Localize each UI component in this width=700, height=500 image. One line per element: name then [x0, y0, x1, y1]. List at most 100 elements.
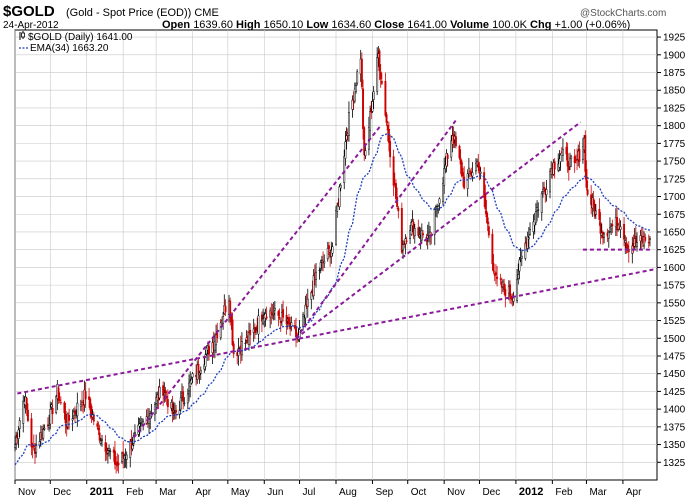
x-tick-label: 2011 [90, 486, 114, 498]
candle [355, 82, 357, 94]
x-tick-label: May [231, 487, 250, 498]
candle [378, 48, 381, 81]
candle [197, 357, 200, 380]
candle [132, 432, 135, 447]
candle [549, 168, 551, 199]
candle [125, 451, 128, 469]
trendline [17, 267, 658, 395]
y-tick-label: 1775 [663, 139, 686, 150]
candle [208, 342, 210, 361]
candle [499, 273, 502, 285]
candle [282, 300, 285, 322]
candle [454, 131, 457, 149]
candle [272, 302, 275, 321]
candle [320, 255, 323, 271]
candle [277, 309, 280, 327]
candle [288, 313, 290, 328]
y-tick-label: 1375 [663, 422, 686, 433]
y-tick-label: 1475 [663, 351, 686, 362]
candle [616, 207, 618, 237]
candle [345, 127, 348, 150]
candle [477, 153, 480, 174]
candle [113, 440, 116, 470]
candle [537, 202, 540, 218]
x-tick-label: Jun [267, 487, 283, 498]
legend-price-label: $GOLD (Daily) 1641.00 [28, 32, 133, 43]
candle [158, 378, 161, 401]
candle [191, 371, 194, 384]
candle [353, 82, 356, 104]
candle [222, 311, 225, 330]
candle [558, 150, 561, 172]
candle [17, 426, 20, 448]
candle [510, 293, 513, 305]
ema-34-line [14, 133, 651, 466]
candle [304, 295, 307, 328]
candle [565, 142, 568, 161]
x-tick-label: Apr [196, 487, 212, 498]
y-tick-label: 1725 [663, 174, 686, 185]
candle [315, 263, 317, 288]
y-tick-label: 1425 [663, 387, 686, 398]
candle [344, 131, 347, 166]
candle [336, 203, 339, 218]
ohlc-summary: Open 1639.60 High 1650.10 Low 1634.60 Cl… [162, 19, 630, 31]
candle [240, 332, 243, 361]
candle [108, 444, 111, 457]
candle [175, 404, 178, 420]
candle [224, 299, 227, 316]
candle [386, 121, 389, 142]
candle [395, 179, 397, 202]
candle [229, 297, 232, 326]
candle [363, 126, 366, 161]
candle [63, 400, 66, 420]
candle [48, 414, 51, 432]
candle [598, 198, 601, 226]
candle [356, 69, 359, 86]
candle [541, 181, 544, 198]
candle [310, 290, 313, 310]
y-tick-label: 1850 [663, 86, 686, 97]
candle [536, 200, 539, 222]
candle [611, 219, 614, 234]
candle [58, 392, 61, 404]
x-tick-label: Apr [626, 487, 642, 498]
candle [84, 382, 87, 408]
x-tick-label: Mar [159, 487, 177, 498]
candle [339, 183, 342, 192]
candle [211, 338, 214, 365]
y-tick-label: 1700 [663, 192, 686, 203]
y-tick-label: 1400 [663, 405, 686, 416]
candle [445, 149, 448, 173]
symbol-description: (Gold - Spot Price (EOD)) CME [66, 7, 219, 19]
candle [569, 152, 571, 171]
high-label: High [236, 19, 261, 31]
candle [270, 303, 273, 325]
y-tick-label: 1650 [663, 227, 686, 238]
candle [109, 448, 112, 460]
y-tick-label: 1550 [663, 298, 686, 309]
candle [265, 306, 268, 321]
candle [520, 249, 523, 267]
candle [463, 166, 466, 190]
candle [97, 421, 100, 435]
y-tick-label: 1350 [663, 440, 686, 451]
candle [326, 241, 329, 262]
candle [68, 408, 71, 430]
candle [610, 223, 613, 236]
candle [204, 349, 207, 371]
candle [446, 152, 449, 167]
candle [82, 399, 85, 414]
candle [57, 386, 60, 404]
candle [566, 142, 569, 173]
candle [179, 391, 182, 412]
candle [173, 402, 176, 420]
candle [623, 217, 626, 247]
candle [405, 236, 408, 245]
candle [491, 229, 494, 271]
candle [529, 222, 531, 236]
candle [232, 341, 235, 358]
candle [172, 401, 175, 421]
candle [624, 235, 627, 254]
y-tick-label: 1600 [663, 263, 686, 274]
